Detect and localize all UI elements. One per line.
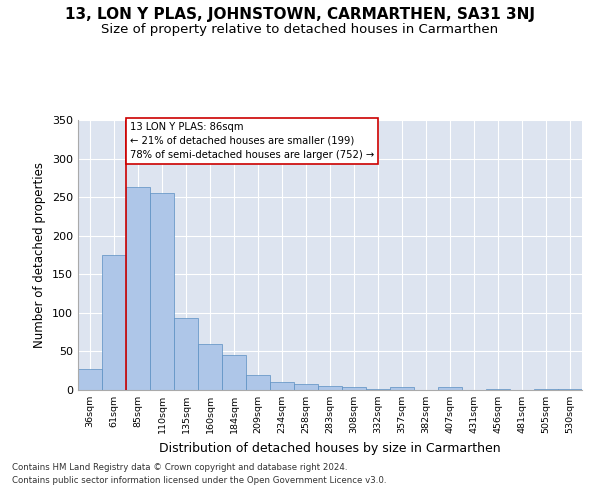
Text: Contains public sector information licensed under the Open Government Licence v3: Contains public sector information licen…	[12, 476, 386, 485]
Bar	[438, 387, 462, 390]
Text: Size of property relative to detached houses in Carmarthen: Size of property relative to detached ho…	[101, 22, 499, 36]
Bar	[222, 354, 246, 390]
Bar	[174, 318, 198, 390]
Bar	[486, 389, 510, 390]
Text: 13 LON Y PLAS: 86sqm
← 21% of detached houses are smaller (199)
78% of semi-deta: 13 LON Y PLAS: 86sqm ← 21% of detached h…	[130, 122, 374, 160]
Text: Contains HM Land Registry data © Crown copyright and database right 2024.: Contains HM Land Registry data © Crown c…	[12, 462, 347, 471]
Bar	[558, 389, 582, 390]
Bar	[102, 255, 126, 390]
Bar	[534, 389, 558, 390]
Bar	[150, 192, 174, 390]
Bar	[270, 382, 294, 390]
Y-axis label: Number of detached properties: Number of detached properties	[34, 162, 46, 348]
Bar	[198, 344, 222, 390]
X-axis label: Distribution of detached houses by size in Carmarthen: Distribution of detached houses by size …	[159, 442, 501, 454]
Bar	[342, 387, 366, 390]
Bar	[294, 384, 318, 390]
Bar	[318, 386, 342, 390]
Text: 13, LON Y PLAS, JOHNSTOWN, CARMARTHEN, SA31 3NJ: 13, LON Y PLAS, JOHNSTOWN, CARMARTHEN, S…	[65, 8, 535, 22]
Bar	[366, 389, 390, 390]
Bar	[246, 374, 270, 390]
Bar	[126, 187, 150, 390]
Bar	[78, 369, 102, 390]
Bar	[390, 387, 414, 390]
